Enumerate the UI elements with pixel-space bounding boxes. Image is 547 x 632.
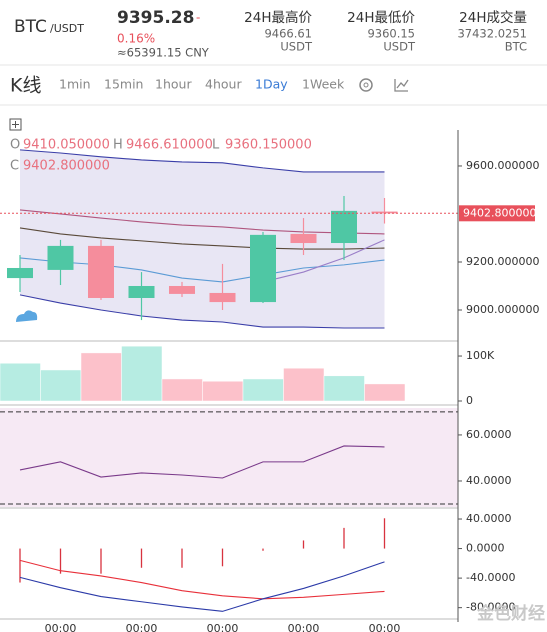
y-tick-label: -80.0000 (466, 601, 515, 614)
indicator-icon[interactable] (394, 79, 409, 92)
candle-body (331, 210, 357, 244)
y-tick-label: 40.0000 (466, 512, 512, 525)
x-tick-label: 00:00 (126, 622, 158, 632)
volume-bar (323, 375, 365, 402)
timeframe-tab[interactable]: 1min (59, 77, 91, 92)
y-tick-label: 9000.000000 (466, 303, 539, 316)
timeframe-tab[interactable]: 1Week (302, 77, 345, 92)
candle-body (169, 285, 195, 294)
y-tick-label: -40.0000 (466, 571, 515, 584)
legend-key: O (10, 138, 20, 153)
candle-body (250, 234, 276, 303)
stat-label: 24H成交量 (459, 9, 527, 26)
stat-value: 37432.0251 (457, 27, 527, 41)
stat-value: 9360.15 (367, 27, 415, 41)
gear (359, 78, 373, 92)
legend-key: L (212, 138, 220, 153)
volume-bar (161, 378, 203, 402)
y-tick-label: 0.0000 (466, 542, 505, 555)
x-tick-label: 00:00 (207, 622, 239, 632)
stat-label: 24H最高价 (244, 9, 312, 26)
panel-background (0, 408, 458, 507)
volume-bar (283, 367, 325, 402)
cny: ≈65391.15 CNY (117, 46, 210, 60)
volume-bar (80, 352, 122, 402)
volume-bar (40, 369, 82, 402)
y-tick-label: 60.0000 (466, 428, 512, 441)
last-price-tag (459, 205, 535, 222)
stat-value: 9466.61 (264, 27, 312, 41)
legend-value: 9402.800000 (23, 159, 110, 174)
timeframe-tab[interactable]: 1hour (155, 77, 192, 92)
change-sign: - (196, 11, 200, 25)
y-tick-label: 9200.000000 (466, 255, 539, 268)
price: 9395.28 (117, 8, 194, 28)
stat-unit: BTC (505, 40, 527, 54)
candle-body (290, 233, 317, 244)
indicator-line (19, 227, 385, 250)
y-tick-label: 0 (466, 394, 473, 407)
indicator-line (262, 239, 385, 283)
volume-bar (242, 378, 284, 402)
indicator-line (19, 559, 385, 600)
candle-body (128, 285, 155, 298)
pair: BTC (14, 17, 47, 37)
x-tick-label: 00:00 (288, 622, 320, 632)
indicator-line (19, 209, 385, 235)
stat-unit: USDT (383, 40, 416, 54)
indicator-line (19, 561, 385, 612)
timeframe-tab[interactable]: 1Day (255, 77, 288, 92)
legend-key: C (10, 159, 19, 174)
indicator-line (19, 149, 385, 173)
volume-bar (121, 345, 163, 402)
expand-plus (12, 121, 19, 128)
expand-icon[interactable] (9, 118, 22, 131)
timeframe-tab[interactable]: 4hour (205, 77, 242, 92)
stat-label: 24H最低价 (347, 10, 415, 26)
legend-value: 9360.150000 (225, 138, 312, 153)
candle-body (7, 267, 33, 279)
band-fill (20, 149, 385, 328)
candle-body (88, 245, 114, 298)
volume-bar (364, 383, 406, 402)
change: 0.16% (117, 32, 155, 46)
legend-key: H (113, 138, 123, 153)
watermark: 金色财经 (476, 603, 545, 624)
toolbar-title: K线 (10, 75, 41, 97)
settings-icon[interactable] (359, 78, 373, 92)
last-price-label: 9402.800000 (463, 206, 536, 219)
x-tick-label: 00:00 (45, 622, 77, 632)
volume-bar (0, 362, 41, 402)
x-tick-label: 00:00 (369, 622, 401, 632)
logo (16, 310, 38, 322)
indicator-line (19, 257, 385, 283)
quote: /USDT (50, 22, 84, 35)
y-tick-label: 100K (466, 349, 495, 362)
candle-body (209, 292, 236, 303)
legend-value: 9410.050000 (23, 138, 110, 153)
y-tick-label: 40.0000 (466, 474, 512, 487)
y-tick-label: 9600.000000 (466, 159, 539, 172)
candle-body (371, 211, 398, 214)
indicator-line (19, 445, 385, 479)
stat-unit: USDT (280, 40, 313, 54)
candle-body (47, 245, 74, 270)
timeframe-tab[interactable]: 15min (104, 77, 143, 92)
indicator-line (19, 294, 385, 329)
gear-center (363, 82, 369, 88)
volume-bar (202, 380, 244, 402)
legend-value: 9466.610000 (126, 138, 213, 153)
